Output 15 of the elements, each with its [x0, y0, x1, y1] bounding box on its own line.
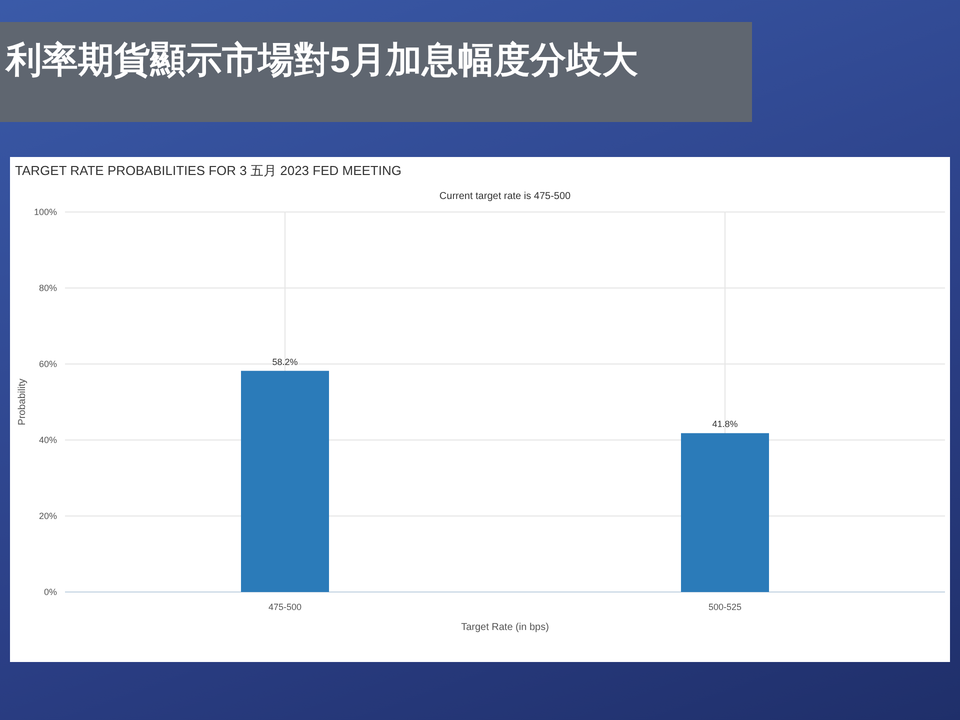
text: Current target rate is 475-500: [439, 191, 572, 202]
x-tick-label: 475-500: [268, 602, 302, 612]
y-tick-label: 0%: [44, 587, 57, 597]
y-tick-label: 20%: [38, 511, 57, 521]
data-label: 41.8%: [712, 419, 738, 430]
x-tick-label: 500-525: [708, 602, 742, 612]
chart-subtitle: TARGET RATE PROBABILITIES FOR 3 五月 2023 FED MEETING: [15, 163, 402, 178]
chart-title: 利率期貨顯示市場對5月加息幅度分歧大: [0, 22, 752, 122]
y-tick-label: 80%: [38, 283, 57, 293]
x-axis-title: Target Rate (in bps): [461, 622, 549, 633]
y-tick-label: 60%: [38, 359, 57, 369]
y-axis-title: Probability: [17, 378, 28, 426]
data-label: 58.2%: [272, 356, 298, 367]
y-tick-label: 100%: [34, 207, 57, 217]
y-tick-label: 40%: [38, 435, 57, 445]
